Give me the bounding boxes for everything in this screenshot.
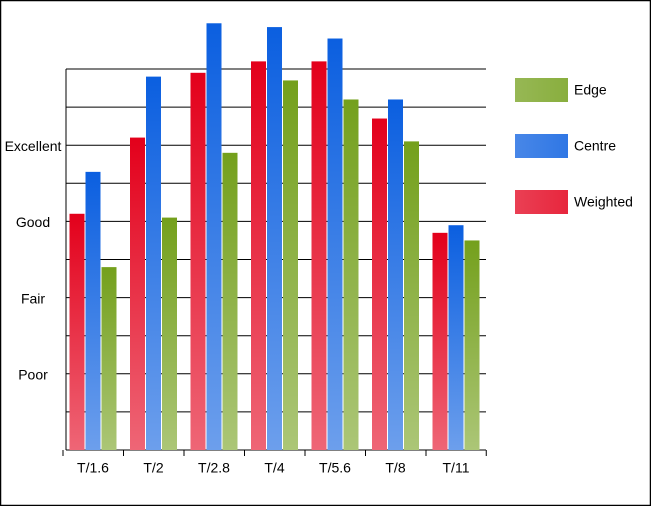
- x-tick-label: T/8: [385, 460, 405, 476]
- y-tick-label: Excellent: [5, 138, 62, 154]
- x-tick-label: T/1.6: [77, 460, 109, 476]
- bar: [311, 61, 327, 450]
- bar: [251, 61, 266, 450]
- y-tick-label: Fair: [21, 290, 45, 306]
- bar: [190, 72, 206, 450]
- x-tick-label: T/4: [264, 460, 284, 476]
- bar: [222, 152, 238, 450]
- bar: [448, 225, 464, 450]
- bar: [206, 23, 222, 451]
- bar: [327, 38, 343, 451]
- y-tick-label: Poor: [18, 367, 48, 383]
- legend-swatch-shine: [515, 134, 568, 158]
- bar: [432, 232, 448, 450]
- x-tick-label: T/11: [443, 460, 470, 476]
- bar: [85, 171, 101, 450]
- legend-swatch-shine: [515, 190, 568, 214]
- bar: [130, 137, 145, 450]
- x-tick-label: T/2.8: [198, 460, 230, 476]
- bar: [372, 118, 387, 450]
- bar: [146, 76, 161, 451]
- bar: [404, 141, 419, 450]
- bar: [101, 267, 117, 450]
- x-tick-label: T/5.6: [319, 460, 351, 476]
- bar: [343, 99, 359, 450]
- x-tick-label: T/2: [143, 460, 163, 476]
- y-tick-label: Good: [16, 214, 50, 230]
- legend-label: Edge: [574, 82, 607, 98]
- bar: [162, 217, 177, 450]
- legend-swatch-shine: [515, 78, 568, 102]
- legend-label: Weighted: [574, 194, 633, 210]
- bar: [283, 80, 298, 451]
- bar: [69, 213, 85, 450]
- legend-label: Centre: [574, 138, 616, 154]
- bar: [388, 99, 403, 450]
- bar: [267, 27, 282, 451]
- bar: [464, 240, 480, 450]
